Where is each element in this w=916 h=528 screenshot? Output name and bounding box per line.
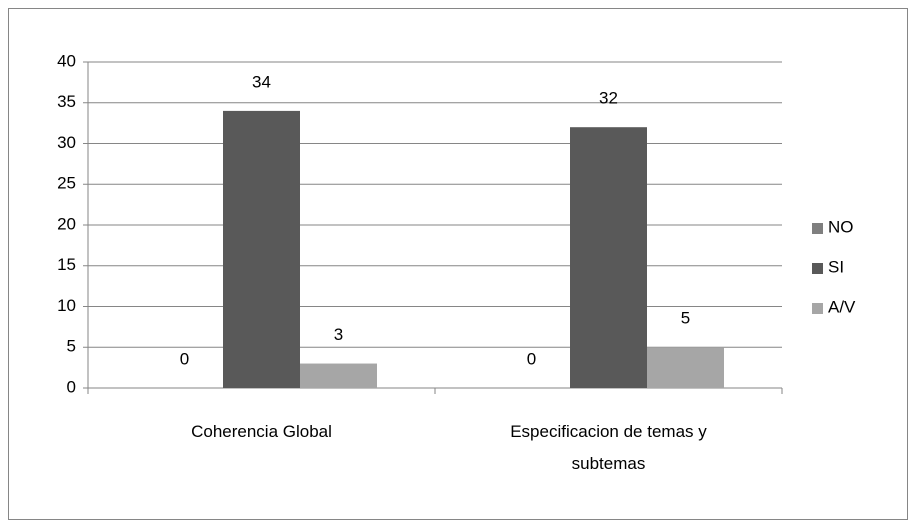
y-tick-label: 25 bbox=[57, 174, 76, 193]
x-tick-label: Coherencia Global bbox=[191, 422, 332, 441]
legend-label: A/V bbox=[828, 297, 856, 316]
data-label: 32 bbox=[599, 89, 618, 108]
x-tick-label: Especificacion de temas y subtemas bbox=[510, 422, 707, 473]
legend-label: SI bbox=[828, 257, 844, 276]
data-label: 0 bbox=[527, 349, 536, 368]
bar bbox=[570, 127, 647, 388]
y-tick-label: 15 bbox=[57, 255, 76, 274]
y-tick-label: 20 bbox=[57, 214, 76, 233]
y-tick-label: 0 bbox=[67, 377, 76, 396]
chart-border bbox=[8, 8, 908, 520]
y-tick-label: 5 bbox=[67, 337, 76, 356]
data-label: 3 bbox=[334, 325, 343, 344]
y-tick-label: 40 bbox=[57, 51, 76, 70]
legend-label: NO bbox=[828, 217, 854, 236]
y-tick-label: 30 bbox=[57, 133, 76, 152]
data-label: 0 bbox=[180, 349, 189, 368]
legend-swatch bbox=[812, 303, 823, 314]
data-label: 34 bbox=[252, 72, 271, 91]
legend-swatch bbox=[812, 223, 823, 234]
y-tick-label: 35 bbox=[57, 92, 76, 111]
bar bbox=[223, 110, 300, 389]
bar bbox=[300, 363, 377, 388]
data-label: 5 bbox=[681, 309, 690, 328]
legend-swatch bbox=[812, 263, 823, 274]
y-tick-label: 10 bbox=[57, 296, 76, 315]
bar bbox=[647, 347, 724, 388]
